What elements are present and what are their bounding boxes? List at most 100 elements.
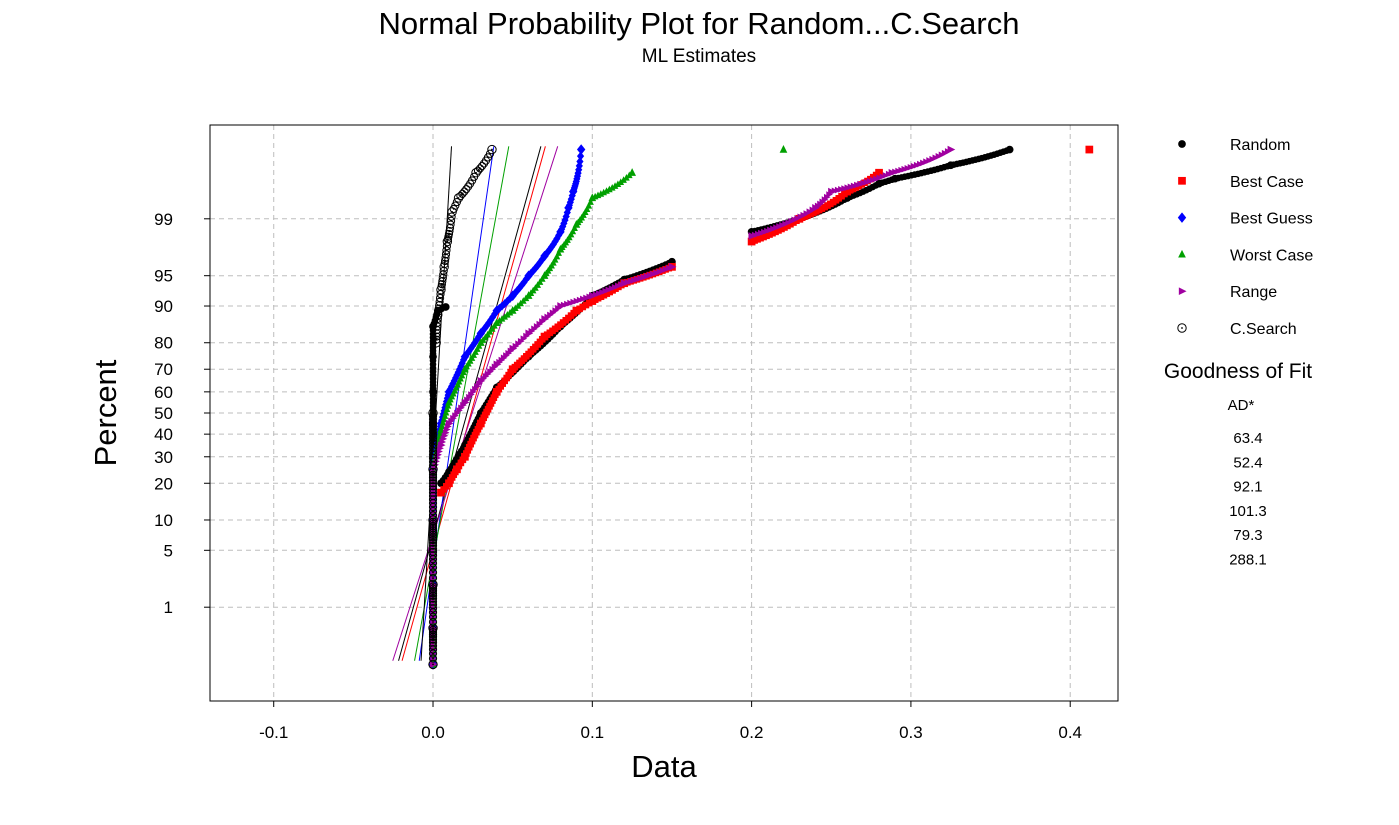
data-point (428, 568, 438, 577)
data-point (513, 286, 521, 296)
data-point (441, 412, 449, 419)
ad-value: 101.3 (1229, 503, 1267, 520)
ad-value: 79.3 (1233, 527, 1262, 544)
marker-ring (1177, 323, 1187, 333)
marker-dot (432, 539, 434, 541)
marker-dot (432, 636, 434, 638)
data-point (438, 422, 446, 430)
marker-ring (433, 310, 443, 320)
y-tick-label: 10 (154, 511, 173, 530)
data-point (457, 361, 465, 371)
fit-line (398, 146, 542, 661)
data-point (538, 254, 546, 264)
marker-dot (1181, 327, 1183, 329)
marker-ring (428, 623, 438, 633)
series-points (429, 145, 956, 669)
data-point (503, 296, 511, 306)
data-point (445, 419, 454, 428)
marker-dot (432, 521, 434, 523)
data-point (583, 205, 591, 212)
marker-ring (436, 285, 446, 295)
data-point (428, 623, 438, 633)
marker-dot (432, 585, 434, 588)
legend-item: C.Search (1177, 321, 1297, 338)
y-tick-label: 70 (154, 360, 173, 379)
marker-dot (446, 240, 449, 243)
marker-dot (432, 415, 434, 417)
data-point (441, 303, 450, 311)
data-point (668, 263, 677, 271)
series-points (428, 144, 586, 670)
data-point (442, 408, 450, 416)
legend-marker (1178, 249, 1186, 258)
data-point (606, 185, 613, 193)
data-point (487, 315, 495, 325)
data-point (551, 237, 559, 247)
marker-ring (462, 185, 471, 194)
legend-marker (1178, 287, 1187, 296)
marker-dot (432, 657, 434, 660)
data-point (614, 180, 622, 187)
ad-value: 288.1 (1229, 552, 1267, 569)
y-tick-label: 60 (154, 383, 173, 402)
marker-ring (477, 162, 487, 171)
legend-label: Best Guess (1230, 211, 1313, 228)
data-point (481, 323, 489, 333)
data-points (428, 144, 1094, 670)
ad-stat-label: AD* (1228, 397, 1255, 414)
x-axis-title: Data (631, 749, 697, 784)
data-point (875, 168, 883, 177)
marker-ring (428, 654, 438, 663)
marker-dot (432, 571, 434, 574)
y-tick-label: 40 (154, 425, 173, 444)
data-point (1005, 145, 1014, 154)
data-point (553, 252, 561, 260)
data-point (587, 198, 594, 205)
y-tick-label: 95 (154, 267, 173, 286)
data-point (518, 280, 526, 290)
data-point (1085, 145, 1094, 154)
data-point (628, 168, 636, 176)
data-point (439, 419, 447, 426)
data-point (536, 258, 544, 268)
goodness-of-fit-title: Goodness of Fit (1164, 360, 1312, 383)
data-point (515, 283, 524, 293)
legend-marker (1178, 140, 1186, 148)
y-axis-title: Percent (88, 359, 123, 466)
data-point (569, 227, 577, 235)
data-point (461, 398, 470, 407)
fit-lines (392, 146, 559, 661)
x-tick-label: -0.1 (259, 723, 288, 742)
data-point (561, 215, 569, 225)
data-point (524, 270, 533, 281)
marker-dot (432, 577, 434, 579)
legend-item: Worst Case (1178, 247, 1313, 264)
legend-marker (1177, 323, 1187, 333)
legend-label: Worst Case (1230, 247, 1313, 264)
legend-item: Range (1178, 284, 1277, 301)
data-point (471, 168, 481, 178)
x-tick-label: 0.0 (421, 723, 445, 742)
marker-ring (431, 338, 441, 348)
ad-value: 52.4 (1233, 454, 1262, 471)
data-point (555, 249, 562, 256)
data-point (495, 303, 503, 313)
data-point (620, 176, 627, 183)
data-point (470, 388, 477, 396)
y-tick-label: 1 (164, 598, 173, 617)
marker-dot (491, 148, 493, 151)
y-tick-label: 50 (154, 404, 173, 423)
ad-value: 92.1 (1233, 479, 1262, 496)
legend-label: C.Search (1230, 321, 1297, 338)
data-point (479, 326, 487, 336)
goodness-of-fit-panel: Goodness of Fit AD* 63.4 52.4 92.1 101.3 79.… (1164, 360, 1312, 569)
data-point (576, 144, 586, 155)
data-point (779, 145, 788, 153)
marker-ring (428, 408, 438, 418)
x-tick-label: 0.2 (740, 723, 764, 742)
data-point (498, 301, 506, 311)
y-axis: 1 5 10 20 30 40 50 60 70 80 90 95 99 (154, 210, 210, 617)
marker-dot (432, 594, 434, 597)
ad-value: 63.4 (1233, 430, 1262, 447)
data-point (947, 145, 956, 154)
